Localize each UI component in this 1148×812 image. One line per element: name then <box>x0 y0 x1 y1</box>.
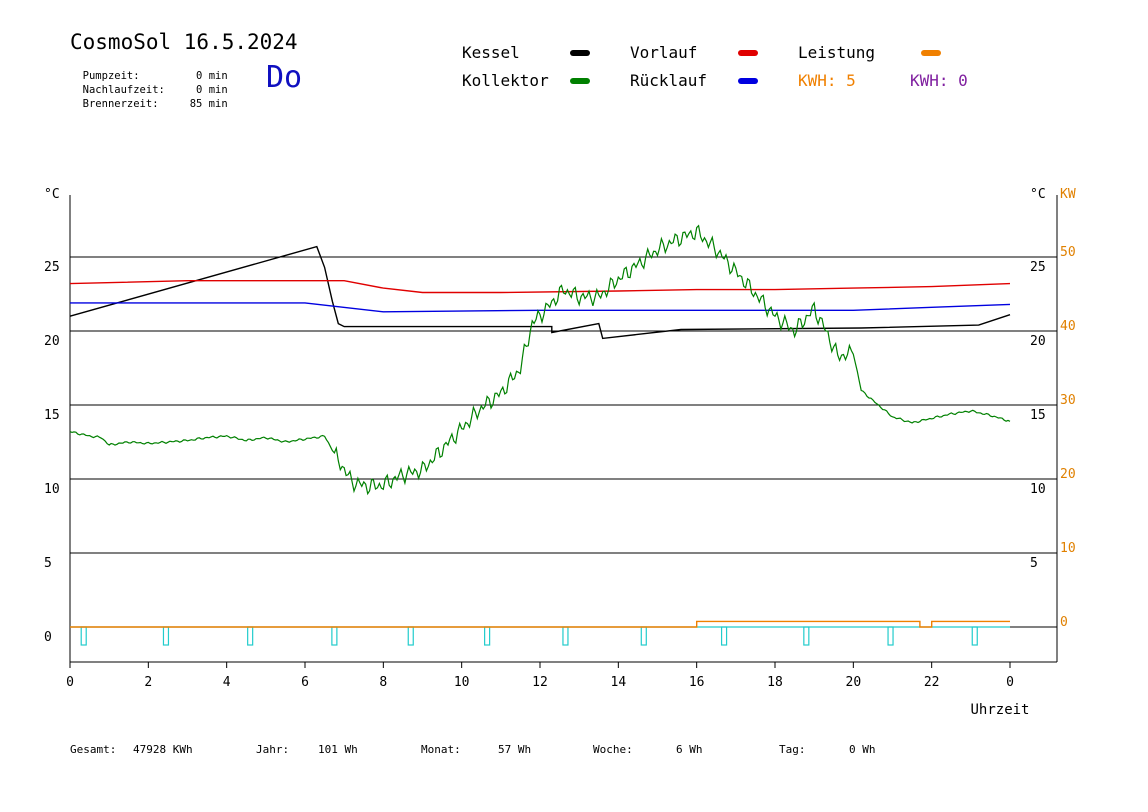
y-tick-right-power: 10 <box>1060 541 1076 556</box>
series-line-kessel <box>69 245 1011 340</box>
legend-ruecklauf-swatch <box>738 78 758 84</box>
legend-kessel-swatch <box>570 50 590 56</box>
footer-monat-label: Monat: <box>421 743 461 756</box>
info-value: 0 min <box>196 84 228 96</box>
legend-kollektor-label: Kollektor <box>462 71 549 90</box>
y-unit-right-power: KW <box>1060 187 1076 202</box>
footer-gesamt-label: Gesamt: <box>70 743 117 756</box>
y-tick-right-power: 0 <box>1060 615 1068 630</box>
legend-leistung-label: Leistung <box>798 43 876 62</box>
pump-pulse <box>562 626 569 646</box>
x-tick-label: 14 <box>611 675 627 690</box>
y-tick-left: 15 <box>44 408 60 423</box>
pump-pulse <box>247 626 254 646</box>
pump-pulse <box>331 626 338 646</box>
footer-tag-label: Tag: <box>779 743 806 756</box>
y-tick-right-temp: 5 <box>1030 556 1038 571</box>
x-tick-label: 0 <box>1006 675 1014 690</box>
legend-vorlauf-label: Vorlauf <box>630 43 698 62</box>
y-tick-right-temp: 10 <box>1030 482 1046 497</box>
legend-leistung-swatch <box>921 50 941 56</box>
pump-pulse <box>720 626 728 646</box>
y-unit-right-temp: °C <box>1030 187 1046 202</box>
info-pumpzeit: Pumpzeit: 0 min <box>70 58 228 82</box>
info-label: Pumpzeit: <box>82 70 140 82</box>
y-tick-right-power: 50 <box>1060 245 1076 260</box>
x-tick-label: 20 <box>846 675 862 690</box>
x-tick-label: 6 <box>301 675 309 690</box>
x-axis-label: Uhrzeit <box>970 702 1029 718</box>
y-tick-left: 20 <box>44 334 60 349</box>
pump-pulse <box>162 626 170 646</box>
info-nachlaufzeit: Nachlaufzeit: 0 min <box>70 72 228 96</box>
pump-pulse <box>80 626 87 646</box>
footer-tag-value: 0 Wh <box>849 743 876 756</box>
pump-pulse <box>971 626 978 646</box>
info-value: 85 min <box>189 98 228 110</box>
y-tick-left: 25 <box>44 260 60 275</box>
x-tick-label: 16 <box>689 675 705 690</box>
x-tick-label: 8 <box>379 675 387 690</box>
footer-gesamt-value: 47928 KWh <box>133 743 193 756</box>
info-brennerzeit: Brennerzeit: 85 min <box>70 86 228 110</box>
info-label: Brennerzeit: <box>82 98 159 110</box>
day-of-week: Do <box>266 60 303 95</box>
y-tick-right-temp: 25 <box>1030 260 1046 275</box>
x-tick-label: 18 <box>767 675 783 690</box>
y-tick-left: 0 <box>44 630 52 645</box>
y-tick-left: 5 <box>44 556 52 571</box>
footer-jahr-label: Jahr: <box>256 743 290 756</box>
series-line-rcklauf <box>70 302 1011 313</box>
x-tick-label: 2 <box>144 675 152 690</box>
legend-kessel-label: Kessel <box>462 43 520 62</box>
info-label: Nachlaufzeit: <box>82 84 165 96</box>
app-title: CosmoSol 16.5.2024 <box>70 30 298 54</box>
legend-vorlauf-swatch <box>738 50 758 56</box>
y-tick-right-temp: 20 <box>1030 334 1046 349</box>
pump-pulse <box>484 626 491 646</box>
footer-monat-value: 57 Wh <box>498 743 532 756</box>
y-unit-left: °C <box>44 187 60 202</box>
series-line-leistung <box>70 620 1010 628</box>
info-value: 0 min <box>196 70 228 82</box>
y-tick-right-power: 40 <box>1060 319 1076 334</box>
footer-woche-value: 6 Wh <box>676 743 703 756</box>
series-line-kollektor <box>69 224 1011 496</box>
x-tick-label: 0 <box>66 675 74 690</box>
pump-pulse <box>803 626 810 646</box>
y-tick-right-temp: 15 <box>1030 408 1046 423</box>
x-tick-label: 12 <box>532 675 548 690</box>
x-tick-label: 22 <box>924 675 940 690</box>
footer-jahr-value: 101 Wh <box>318 743 358 756</box>
y-tick-left: 10 <box>44 482 60 497</box>
pump-pulse <box>407 626 414 646</box>
footer-woche-label: Woche: <box>593 743 633 756</box>
legend-kwh-solar: KWH: 5 <box>798 71 856 90</box>
legend-kollektor-swatch <box>570 78 590 84</box>
series-line-vorlauf <box>69 280 1011 294</box>
y-tick-right-power: 20 <box>1060 467 1076 482</box>
y-tick-right-power: 30 <box>1060 393 1076 408</box>
pump-pulse <box>887 626 894 646</box>
pump-pulse <box>640 626 647 646</box>
x-tick-label: 4 <box>223 675 231 690</box>
legend-ruecklauf-label: Rücklauf <box>630 71 708 90</box>
x-tick-label: 10 <box>454 675 470 690</box>
legend-kwh-other: KWH: 0 <box>910 71 968 90</box>
